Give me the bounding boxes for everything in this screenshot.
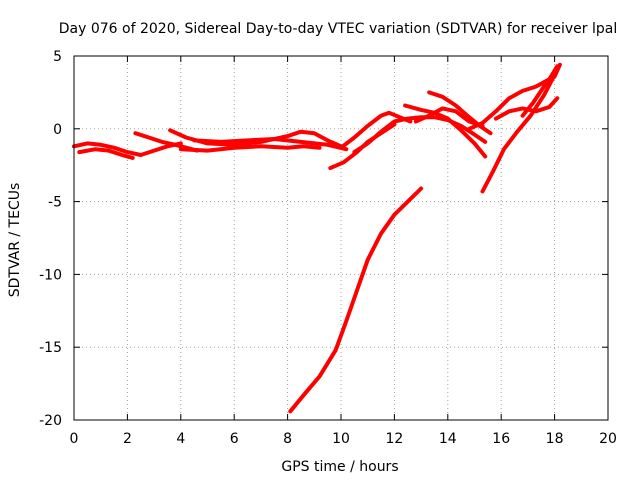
- series-line-arc-17: [288, 186, 424, 414]
- x-tick-label: 16: [492, 431, 510, 447]
- series-line-arc-06: [192, 137, 349, 152]
- y-axis: 5 0 -5 -10 -15 -20: [39, 49, 608, 429]
- x-axis-title: GPS time / hours: [281, 459, 398, 475]
- series-line-arc-05: [178, 144, 322, 153]
- y-tick-label: -20: [39, 413, 62, 429]
- x-tick-label: 10: [332, 431, 350, 447]
- y-tick-label: 5: [53, 49, 62, 65]
- series-line-arc-16: [520, 62, 562, 118]
- x-tick-label: 4: [176, 431, 185, 447]
- x-tick-label: 12: [385, 431, 403, 447]
- x-tick-label: 18: [546, 431, 564, 447]
- x-tick-label: 14: [439, 431, 457, 447]
- series-layer: [72, 62, 562, 414]
- chart-title: Day 076 of 2020, Sidereal Day-to-day VTE…: [59, 21, 617, 37]
- x-tick-label: 0: [70, 431, 79, 447]
- y-axis-title: SDTVAR / TECUs: [7, 183, 23, 298]
- series-line-arc-12: [427, 90, 493, 136]
- x-tick-label: 8: [283, 431, 292, 447]
- series-line-arc-01: [72, 141, 183, 157]
- x-tick-label: 20: [599, 431, 617, 447]
- x-tick-label: 2: [123, 431, 132, 447]
- y-tick-label: -15: [39, 340, 62, 356]
- series-line-arc-14: [480, 72, 557, 194]
- series-line-arc-08: [339, 110, 413, 150]
- series-line-arc-11: [413, 106, 485, 128]
- y-tick-label: -5: [48, 195, 62, 211]
- y-tick-label: -10: [39, 267, 62, 283]
- series-line-arc-13: [467, 64, 560, 131]
- x-axis: 0 2 4 6 8 10 12 14 16 18 20: [70, 56, 617, 447]
- series-line-arc-02: [77, 147, 135, 160]
- series-line-arc-10: [403, 103, 488, 159]
- x-tick-label: 6: [230, 431, 239, 447]
- y-tick-label: 0: [53, 122, 62, 138]
